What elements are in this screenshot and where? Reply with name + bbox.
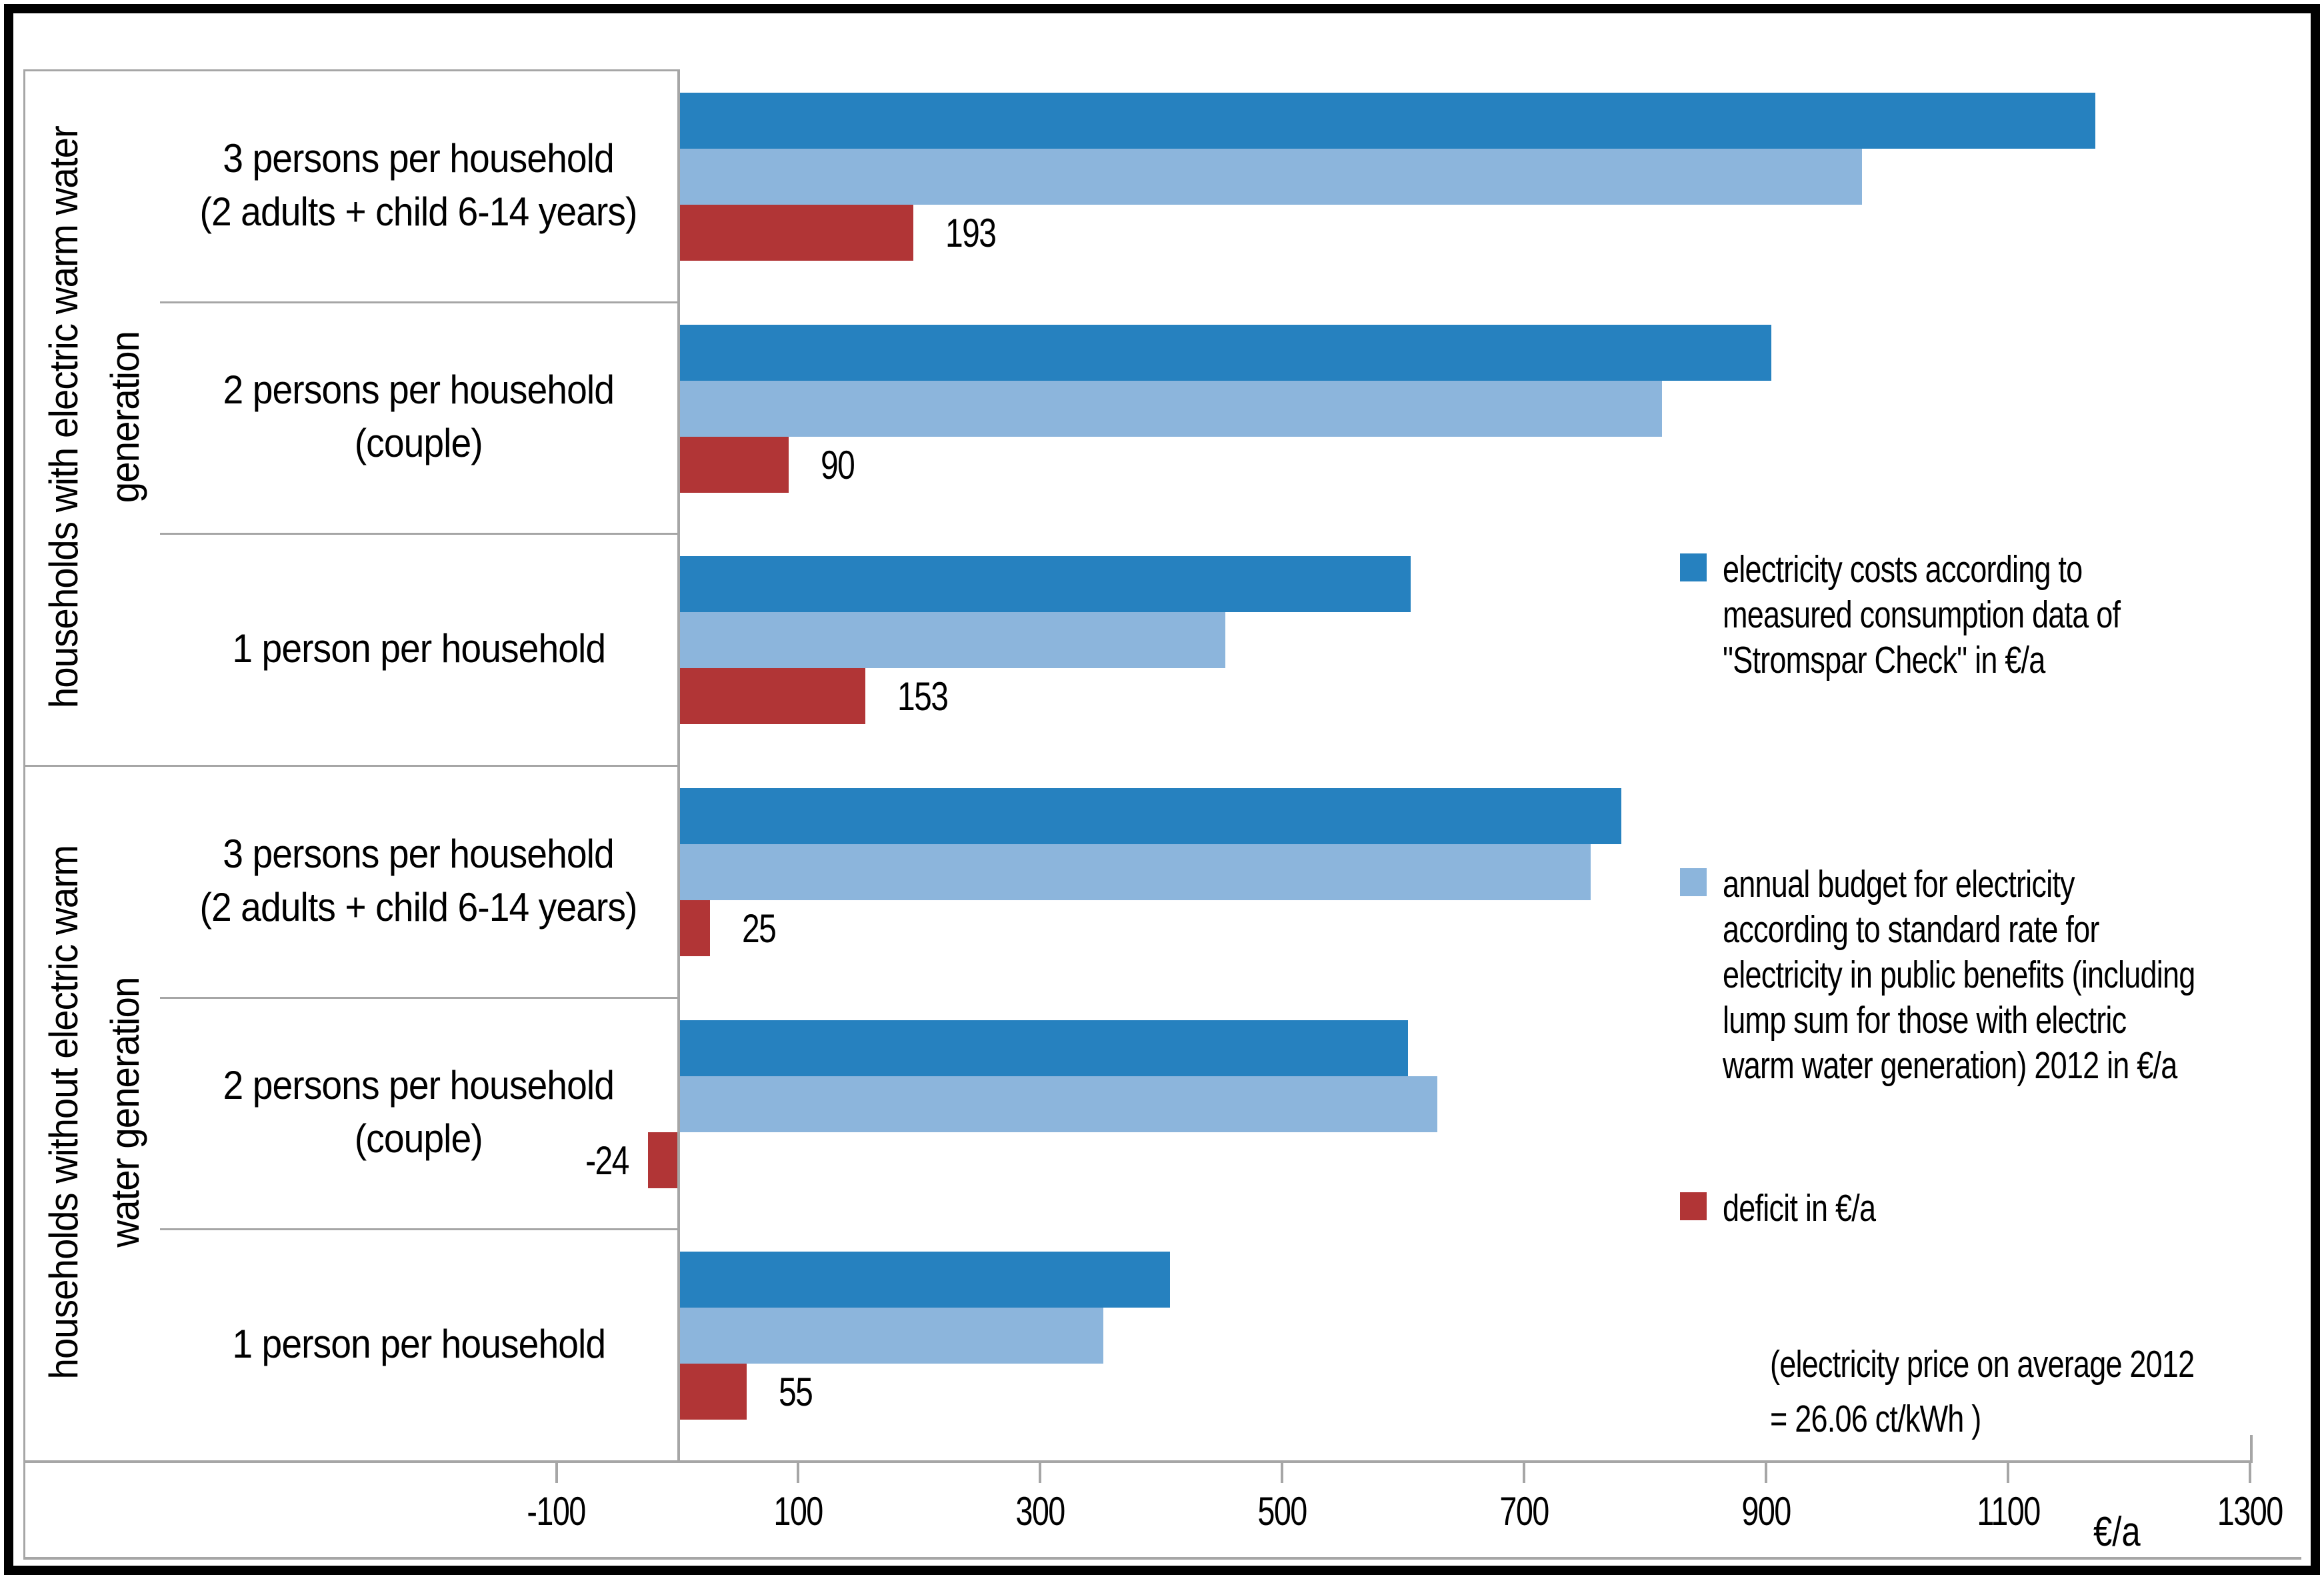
bar-measured-costs bbox=[680, 1252, 1170, 1308]
bar-measured-costs bbox=[680, 324, 1771, 381]
group-label-with-electric-warm-water: households with electric warm water gener… bbox=[28, 69, 161, 765]
figure-bottom-rule bbox=[23, 1557, 2301, 1560]
group-divider-line bbox=[23, 765, 677, 767]
category-label: 2 persons per household (couple) bbox=[223, 367, 615, 466]
x-tick bbox=[1039, 1463, 1042, 1483]
group-label-without-electric-warm-water: households without electric warm water ge… bbox=[28, 765, 161, 1460]
price-note-line1: (electricity price on average 2012 bbox=[1770, 1343, 2195, 1386]
x-tick bbox=[1765, 1463, 1768, 1483]
x-tick-label: 1300 bbox=[2217, 1489, 2283, 1534]
category-label-row: 3 persons per household (2 adults + child… bbox=[160, 69, 677, 301]
bar-measured-costs bbox=[680, 788, 1621, 844]
bar-measured-costs bbox=[680, 1020, 1409, 1076]
x-tick bbox=[2248, 1463, 2251, 1483]
deficit-value-label: 153 bbox=[897, 674, 949, 719]
x-tick-label: 300 bbox=[1015, 1489, 1066, 1534]
bar-budget bbox=[680, 380, 1663, 437]
group-label-text: households without electric warm water ge… bbox=[41, 846, 147, 1380]
x-axis-right-cap bbox=[2249, 1435, 2253, 1460]
category-label-row: 2 persons per household (couple) bbox=[160, 301, 677, 533]
x-tick-label: 900 bbox=[1741, 1489, 1791, 1534]
bar-budget bbox=[680, 149, 1862, 205]
deficit-value-label: 55 bbox=[778, 1370, 813, 1415]
category-label-row: 3 persons per household (2 adults + child… bbox=[160, 765, 677, 997]
category-label-row: 1 person per household bbox=[160, 533, 677, 765]
legend-swatch-measured-costs bbox=[1680, 553, 1707, 581]
x-tick bbox=[1523, 1463, 1526, 1483]
x-tick-label: 100 bbox=[773, 1489, 824, 1534]
category-divider-line bbox=[160, 996, 677, 999]
value-axis-zero-line bbox=[677, 69, 680, 1460]
category-divider-line bbox=[160, 533, 677, 535]
legend-item-budget: annual budget for electricity according t… bbox=[1680, 862, 2321, 1088]
legend-swatch-budget bbox=[1680, 868, 1707, 896]
legend-item-deficit: deficit in €/a bbox=[1680, 1186, 1916, 1231]
legend-item-measured-costs: electricity costs according to measured c… bbox=[1680, 547, 2226, 683]
bar-measured-costs bbox=[680, 556, 1411, 613]
category-label: 2 persons per household (couple) bbox=[223, 1063, 615, 1162]
bar-budget bbox=[680, 844, 1591, 900]
bar-deficit bbox=[680, 900, 711, 956]
x-tick bbox=[797, 1463, 800, 1483]
deficit-value-label: 90 bbox=[821, 442, 855, 487]
x-axis-unit-label: €/a bbox=[2093, 1509, 2141, 1555]
category-label: 1 person per household bbox=[232, 1322, 606, 1367]
x-tick-label: 700 bbox=[1499, 1489, 1550, 1534]
legend-label-measured-costs: electricity costs according to measured c… bbox=[1723, 548, 2121, 681]
x-tick-label: 1100 bbox=[1976, 1489, 2041, 1534]
category-label-row: 1 person per household bbox=[160, 1228, 677, 1460]
bar-deficit bbox=[648, 1132, 677, 1188]
price-note: (electricity price on average 2012 = 26.… bbox=[1770, 1337, 2195, 1446]
category-divider-line bbox=[160, 301, 677, 303]
group-label-text: households with electric warm water gener… bbox=[41, 126, 147, 709]
category-area-left-border bbox=[23, 69, 25, 1557]
category-label: 3 persons per household (2 adults + child… bbox=[200, 135, 638, 234]
x-tick-label: 500 bbox=[1257, 1489, 1308, 1534]
bar-measured-costs bbox=[680, 93, 2096, 149]
category-label: 1 person per household bbox=[232, 626, 606, 671]
bar-budget bbox=[680, 1308, 1104, 1364]
category-area-top-border bbox=[23, 69, 677, 71]
bar-budget bbox=[680, 1076, 1437, 1132]
legend-label-deficit: deficit in €/a bbox=[1723, 1187, 1876, 1230]
price-note-line2: = 26.06 ct/kWh ) bbox=[1770, 1398, 1981, 1440]
x-tick bbox=[1281, 1463, 1284, 1483]
bar-deficit bbox=[680, 668, 865, 725]
x-axis-line bbox=[23, 1460, 2253, 1463]
x-tick-label: -100 bbox=[527, 1489, 587, 1534]
legend-swatch-deficit bbox=[1680, 1192, 1707, 1220]
bar-budget bbox=[680, 612, 1226, 669]
x-tick bbox=[555, 1463, 558, 1483]
legend-label-budget: annual budget for electricity according t… bbox=[1723, 863, 2195, 1087]
bar-deficit bbox=[680, 205, 914, 261]
bar-deficit bbox=[680, 436, 789, 493]
x-tick bbox=[2007, 1463, 2010, 1483]
bar-deficit bbox=[680, 1364, 747, 1420]
deficit-value-label: -24 bbox=[585, 1138, 629, 1183]
deficit-value-label: 25 bbox=[742, 906, 777, 951]
deficit-value-label: 193 bbox=[945, 211, 997, 255]
category-label-row: 2 persons per household (couple) bbox=[160, 997, 677, 1229]
category-divider-line bbox=[160, 1228, 677, 1231]
category-label: 3 persons per household (2 adults + child… bbox=[200, 831, 638, 930]
